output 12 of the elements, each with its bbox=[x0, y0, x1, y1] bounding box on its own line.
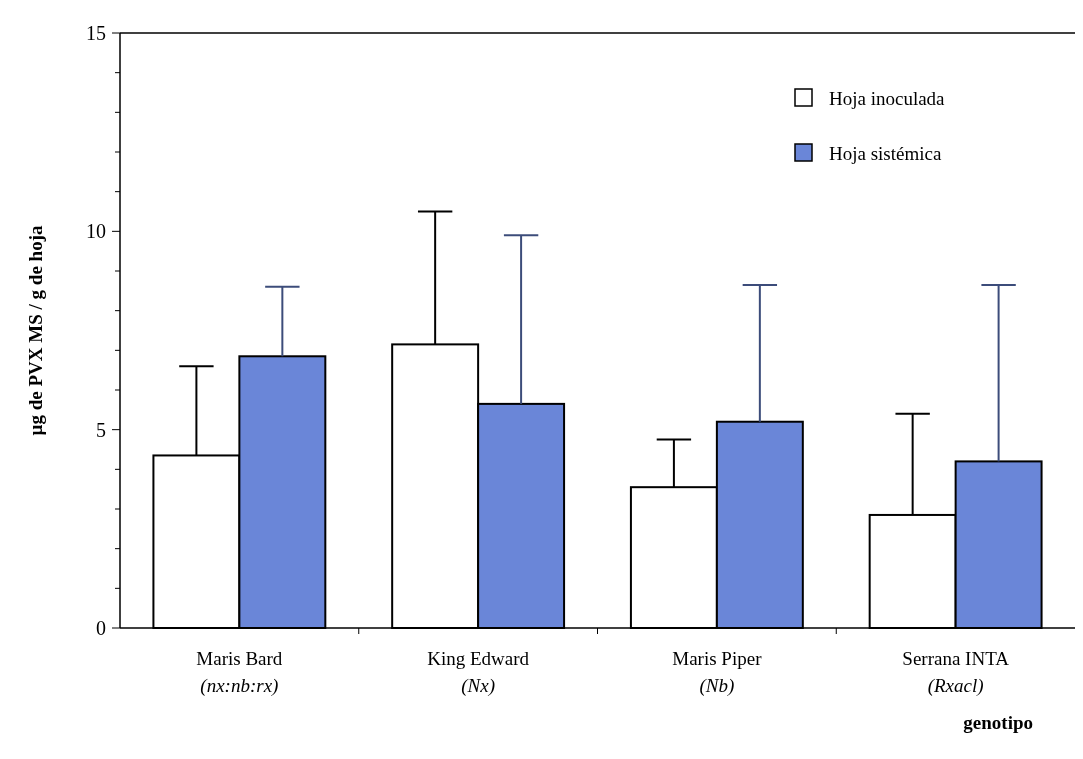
y-axis-title: µg de PVX MS / g de hoja bbox=[25, 225, 46, 436]
y-tick-label: 15 bbox=[86, 22, 106, 44]
x-tick-label: King Edward (Nx) bbox=[427, 648, 530, 697]
y-tick-label: 10 bbox=[86, 220, 106, 243]
y-tick-label: 0 bbox=[96, 617, 106, 639]
x-tick-label: Maris Piper (Nb) bbox=[672, 648, 763, 697]
x-tick-label: Serrana INTA (Rxacl) bbox=[902, 648, 1010, 697]
legend-label: Hoja inoculada bbox=[829, 87, 946, 109]
x-tick-label: Maris Bard (nx:nb:rx) bbox=[196, 648, 283, 697]
x-axis-title: genotipo bbox=[963, 712, 1033, 733]
y-tick-label: 5 bbox=[96, 418, 106, 441]
legend-label: Hoja sistémica bbox=[829, 142, 942, 164]
